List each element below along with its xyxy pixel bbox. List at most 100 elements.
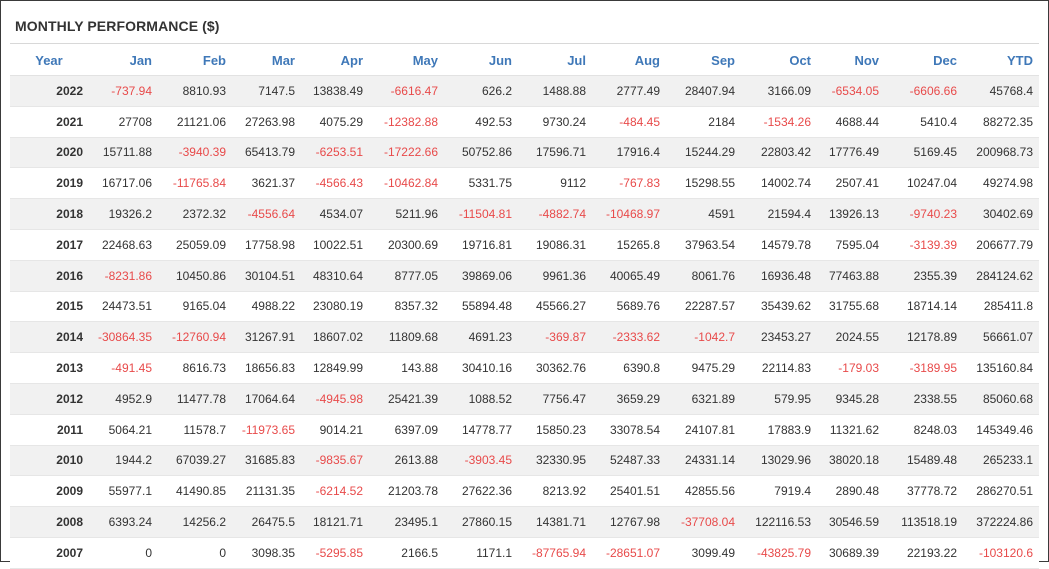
value-cell: 8616.73 [158, 352, 232, 384]
value-cell: 22287.57 [666, 291, 741, 323]
table-row: 2013 -491.45 8616.73 18656.83 12849.99 143.88… [10, 352, 1039, 384]
column-header-oct: Oct [741, 46, 817, 76]
column-header-sep: Sep [666, 46, 741, 76]
value-cell: 27860.15 [444, 506, 518, 538]
value-cell: 17776.49 [817, 137, 885, 169]
column-header-year: Year [10, 46, 88, 76]
value-cell: 15850.23 [518, 414, 592, 446]
value-cell: 5689.76 [592, 291, 666, 323]
value-cell: 26475.5 [232, 506, 301, 538]
value-cell: -369.87 [518, 321, 592, 354]
value-cell: -3940.39 [158, 137, 232, 169]
value-cell: 18607.02 [301, 321, 369, 354]
value-cell: 8248.03 [885, 414, 963, 446]
value-cell: 12849.99 [301, 352, 369, 384]
value-cell: 122116.53 [741, 506, 817, 538]
value-cell: -43825.79 [741, 537, 817, 569]
value-cell: 19086.31 [518, 229, 592, 261]
value-cell: 77463.88 [817, 260, 885, 292]
column-header-mar: Mar [232, 46, 301, 76]
value-cell: 23080.19 [301, 291, 369, 323]
value-cell: 15711.88 [88, 137, 158, 169]
value-cell: 50752.86 [444, 137, 518, 169]
panel-title: MONTHLY PERFORMANCE ($) [15, 18, 220, 34]
value-cell: 18121.71 [301, 506, 369, 538]
value-cell: 30402.69 [963, 198, 1039, 230]
value-cell: -3903.45 [444, 445, 518, 477]
value-cell: -9740.23 [885, 198, 963, 230]
value-cell: 11321.62 [817, 414, 885, 446]
value-cell: 21131.35 [232, 475, 301, 508]
value-cell: 65413.79 [232, 137, 301, 169]
value-cell: -2333.62 [592, 321, 666, 354]
value-cell: -767.83 [592, 167, 666, 200]
value-cell: 8061.76 [666, 260, 741, 292]
value-cell: 13838.49 [301, 75, 369, 107]
value-cell: 15244.29 [666, 137, 741, 169]
value-cell: 2613.88 [369, 445, 444, 477]
value-cell: -10468.97 [592, 198, 666, 230]
table-row: 2014 -30864.35 -12760.94 31267.91 18607.02 11… [10, 321, 1039, 354]
value-cell: 265233.1 [963, 445, 1039, 477]
value-cell: 372224.86 [963, 506, 1039, 538]
value-cell: 41490.85 [158, 475, 232, 508]
value-cell: -3189.95 [885, 352, 963, 384]
value-cell: 21594.4 [741, 198, 817, 230]
year-cell: 2022 [10, 75, 88, 107]
value-cell: 200968.73 [963, 137, 1039, 169]
value-cell: -87765.94 [518, 537, 592, 569]
value-cell: 4691.23 [444, 321, 518, 354]
value-cell: 5211.96 [369, 198, 444, 230]
value-cell: 9961.36 [518, 260, 592, 292]
value-cell: 24331.14 [666, 445, 741, 477]
year-cell: 2007 [10, 537, 88, 569]
value-cell: 30104.51 [232, 260, 301, 292]
value-cell: 27263.98 [232, 106, 301, 138]
value-cell: 4534.07 [301, 198, 369, 230]
value-cell: 9112 [518, 167, 592, 200]
value-cell: 145349.46 [963, 414, 1039, 446]
year-cell: 2014 [10, 321, 88, 354]
value-cell: -6606.66 [885, 75, 963, 107]
value-cell: 285411.8 [963, 291, 1039, 323]
value-cell: 3098.35 [232, 537, 301, 569]
year-cell: 2016 [10, 260, 88, 292]
value-cell: 23495.1 [369, 506, 444, 538]
value-cell: 16717.06 [88, 167, 158, 200]
value-cell: 6397.09 [369, 414, 444, 446]
value-cell: 42855.56 [666, 475, 741, 508]
value-cell: 9475.29 [666, 352, 741, 384]
value-cell: 7595.04 [817, 229, 885, 261]
value-cell: -8231.86 [88, 260, 158, 292]
value-cell: 4075.29 [301, 106, 369, 138]
year-cell: 2009 [10, 475, 88, 508]
value-cell: 0 [88, 537, 158, 569]
column-header-jan: Jan [88, 46, 158, 76]
value-cell: -30864.35 [88, 321, 158, 354]
year-cell: 2020 [10, 137, 88, 169]
value-cell: -4566.43 [301, 167, 369, 200]
year-cell: 2018 [10, 198, 88, 230]
value-cell: 6393.24 [88, 506, 158, 538]
value-cell: 31755.68 [817, 291, 885, 323]
value-cell: 38020.18 [817, 445, 885, 477]
value-cell: 9730.24 [518, 106, 592, 138]
year-cell: 2017 [10, 229, 88, 261]
value-cell: 11477.78 [158, 383, 232, 415]
value-cell: 22193.22 [885, 537, 963, 569]
value-cell: 6321.89 [666, 383, 741, 415]
value-cell: 2355.39 [885, 260, 963, 292]
value-cell: 626.2 [444, 75, 518, 107]
value-cell: 14778.77 [444, 414, 518, 446]
column-header-may: May [369, 46, 444, 76]
value-cell: 49274.98 [963, 167, 1039, 200]
value-cell: -11504.81 [444, 198, 518, 230]
value-cell: 3099.49 [666, 537, 741, 569]
value-cell: 14002.74 [741, 167, 817, 200]
value-cell: 12178.89 [885, 321, 963, 354]
value-cell: 8777.05 [369, 260, 444, 292]
value-cell: 143.88 [369, 352, 444, 384]
table-row: 2009 55977.1 41490.85 21131.35 -6214.52 21203… [10, 475, 1039, 508]
value-cell: 28407.94 [666, 75, 741, 107]
value-cell: 206677.79 [963, 229, 1039, 261]
